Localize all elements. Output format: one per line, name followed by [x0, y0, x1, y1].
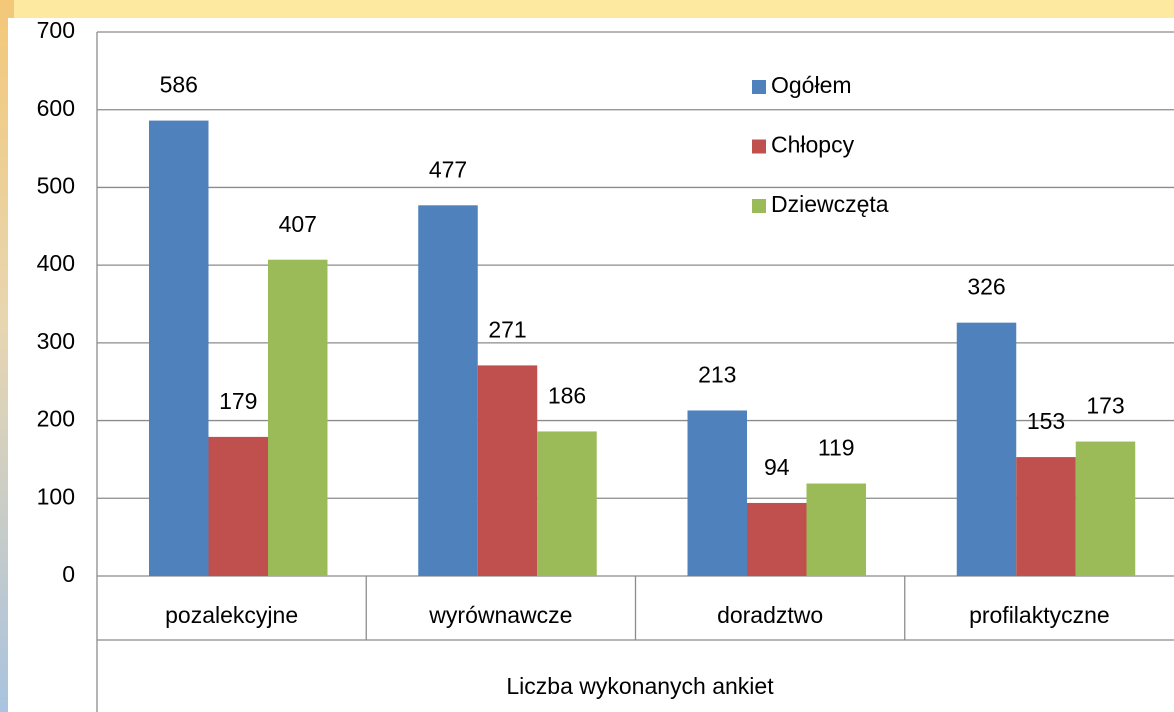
y-tick-label: 200	[37, 406, 75, 432]
y-tick-label: 300	[37, 328, 75, 354]
bar	[418, 205, 478, 576]
bar	[268, 259, 328, 576]
legend-swatch	[752, 80, 766, 94]
x-tick-label: doradztwo	[717, 602, 823, 628]
y-tick-label: 500	[37, 173, 75, 199]
bar	[537, 431, 597, 576]
data-label: 326	[967, 274, 1005, 300]
y-tick-label: 600	[37, 95, 75, 121]
data-label: 477	[429, 156, 467, 182]
bar	[747, 502, 807, 576]
bar	[477, 365, 538, 576]
y-tick-label: 400	[37, 250, 75, 276]
y-tick-label: 700	[37, 17, 75, 43]
data-label: 271	[488, 316, 526, 342]
x-axis-label: Liczba wykonanych ankiet	[506, 673, 774, 699]
y-tick-label: 100	[37, 483, 75, 509]
legend-swatch	[752, 199, 766, 213]
data-label: 119	[818, 435, 855, 461]
x-tick-label: pozalekcyjne	[165, 602, 298, 628]
bar	[1075, 441, 1136, 576]
data-label: 586	[160, 72, 198, 98]
bar	[806, 483, 866, 576]
bar	[208, 436, 268, 576]
data-label: 94	[764, 454, 790, 480]
legend-label: Dziewczęta	[771, 191, 889, 217]
y-tick-label: 0	[62, 561, 75, 587]
data-label: 179	[219, 388, 257, 414]
bar	[149, 120, 209, 576]
legend-swatch	[752, 139, 766, 154]
data-label: 213	[698, 362, 736, 388]
data-label: 153	[1027, 408, 1065, 434]
legend-label: Ogółem	[771, 72, 852, 98]
bar	[956, 322, 1017, 576]
legend-label: Chłopcy	[771, 132, 855, 158]
bar	[1016, 457, 1076, 576]
x-tick-label: wyrównawcze	[428, 602, 572, 628]
x-tick-label: profilaktyczne	[969, 602, 1110, 628]
bar	[687, 410, 747, 576]
data-label: 186	[548, 383, 586, 409]
data-label: 173	[1086, 393, 1124, 419]
data-label: 407	[279, 211, 317, 237]
